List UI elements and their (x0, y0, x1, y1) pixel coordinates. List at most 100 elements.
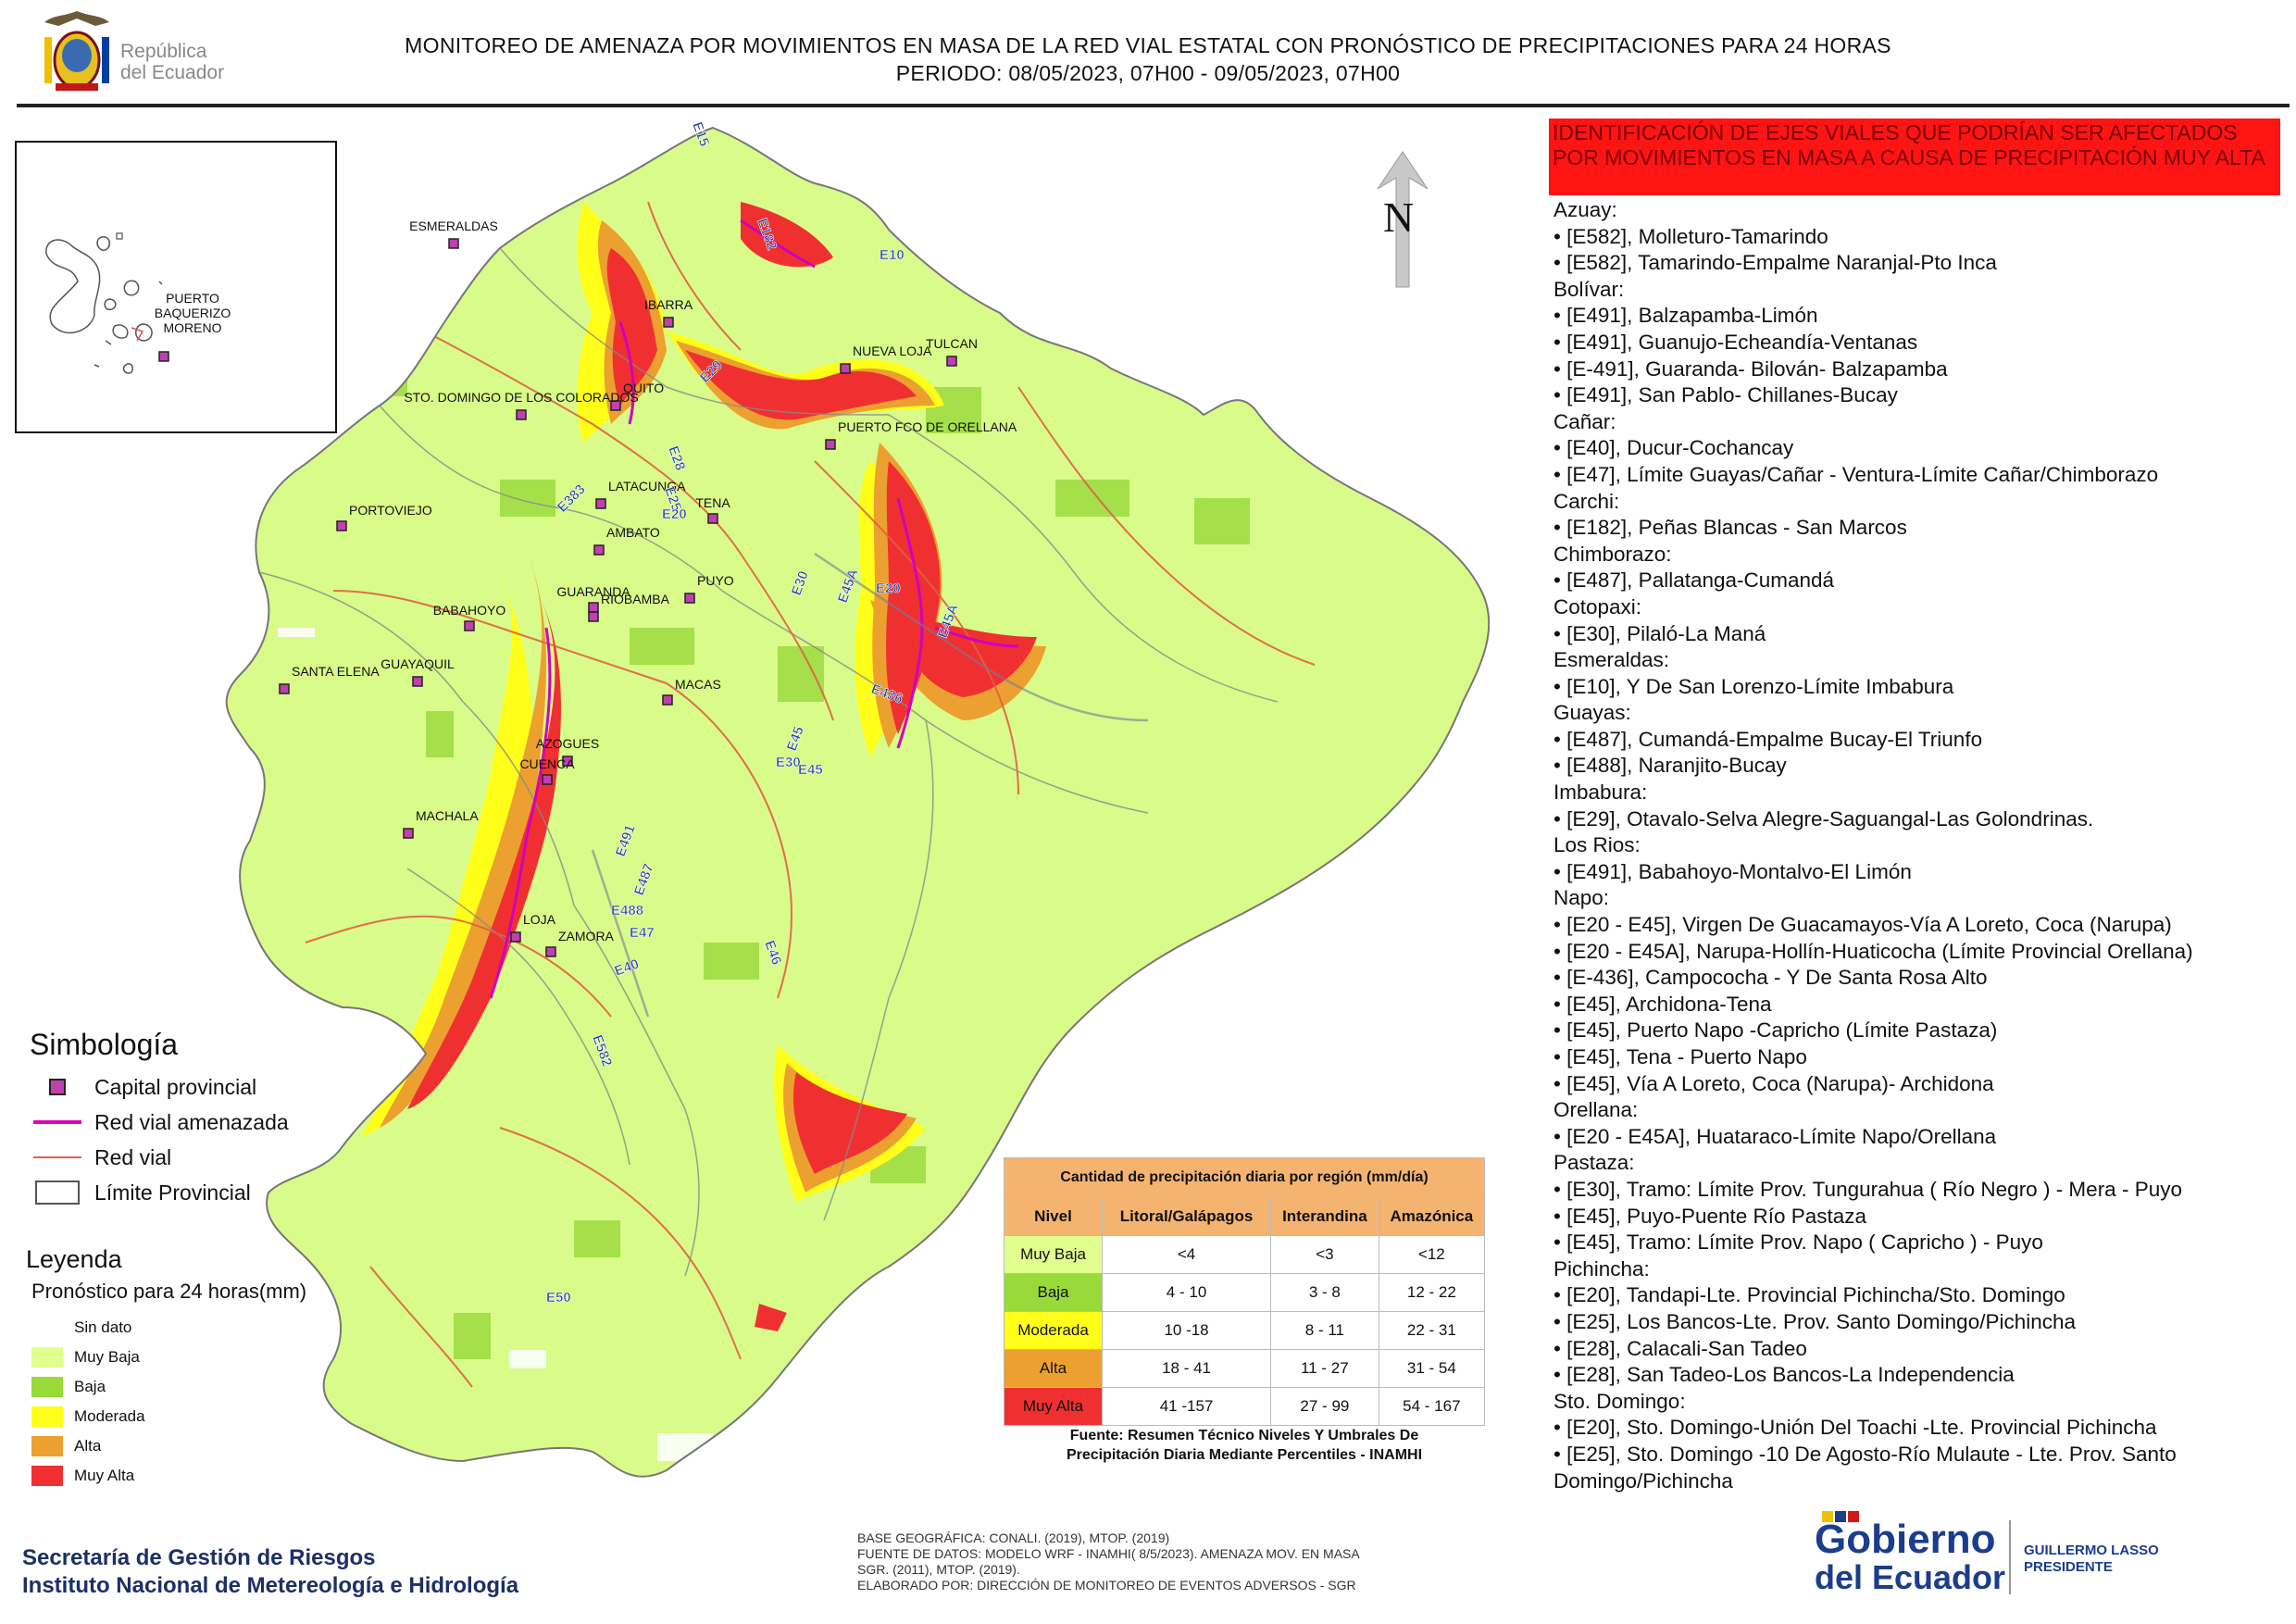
threatened-roads (489, 219, 1019, 999)
city-label: AMBATO (606, 525, 660, 540)
affected-road-item: • [E28], San Tadeo-Los Bancos-La Indepen… (1554, 1363, 2015, 1387)
legend-label: Moderada (74, 1407, 145, 1425)
affected-road-item: • [E25], Los Bancos-Lte. Prov. Santo Dom… (1554, 1309, 2077, 1333)
road-label: E45 (798, 762, 823, 778)
value-cell: 18 - 41 (1101, 1349, 1272, 1388)
province-heading: Bolívar: (1554, 277, 1625, 301)
value-cell: <4 (1101, 1235, 1272, 1274)
capital-marker (663, 317, 674, 328)
value-cell: 22 - 31 (1378, 1311, 1486, 1350)
capital-marker (588, 611, 599, 622)
affected-roads-list: Azuay: • [E582], Molleturo-Tamarindo • [E5… (1554, 197, 2285, 1494)
city-label: PUERTO FCO DE ORELLANA (838, 419, 1017, 434)
inset-capital-marker (158, 351, 169, 362)
level-cell: Muy Alta (1004, 1387, 1103, 1426)
city-label: LOJA (523, 912, 556, 927)
city-label: ZAMORA (558, 929, 615, 943)
symbology-capital: Capital provincial (30, 1069, 381, 1105)
affected-road-item: • [E29], Otavalo-Selva Alegre-Saguangal-… (1554, 806, 2094, 831)
city-label: NUEVA LOJA (853, 344, 932, 358)
province-heading: Guayas: (1554, 701, 1631, 725)
galapagos-inset: PUERTO BAQUERIZO MORENO (15, 141, 337, 433)
capital-marker (946, 356, 957, 367)
affected-road-item: • [E28], Calacali-San Tadeo (1554, 1336, 1807, 1360)
city-label: IBARRA (644, 297, 693, 312)
province-heading: Chimborazo: (1554, 542, 1672, 566)
provincial-limit-icon (35, 1181, 80, 1205)
affected-road-item: • [E45], Tena - Puerto Napo (1554, 1045, 1807, 1068)
value-cell: <12 (1378, 1235, 1486, 1274)
capital-marker (279, 683, 290, 694)
city-label: RIOBAMBA (601, 592, 670, 606)
capital-marker (464, 620, 475, 631)
affected-road-item: • [E45], Puerto Napo -Capricho (Límite P… (1554, 1018, 1998, 1043)
legend-swatch (31, 1466, 63, 1486)
city-label: PORTOVIEJO (349, 503, 432, 518)
coat-of-arms-icon (44, 11, 109, 91)
affected-road-item: • [E491], Balzapamba-Limón (1554, 304, 1818, 328)
affected-road-item: • [E487], Cumandá-Empalme Bucay-El Triun… (1554, 727, 1983, 751)
level-cell: Moderada (1004, 1311, 1103, 1350)
table-row: Muy Baja <4 <3 <12 (1004, 1235, 1486, 1274)
capital-marker-icon (49, 1079, 66, 1095)
capital-marker (448, 238, 459, 249)
symbology-title: Simbología (30, 1028, 179, 1061)
value-cell: 4 - 10 (1101, 1273, 1272, 1312)
city-label: MACAS (675, 677, 721, 692)
north-arrow-icon (1377, 151, 1429, 288)
capital-marker (588, 602, 599, 613)
affected-road-item: • [E20 - E45A], Huataraco-Límite Napo/Or… (1554, 1124, 1997, 1148)
legend-swatch (31, 1347, 63, 1368)
city-label: ESMERALDAS (409, 219, 498, 233)
city-label: TULCAN (926, 336, 978, 351)
provincial-boundaries (258, 247, 1279, 1277)
legend-label: Sin dato (74, 1318, 132, 1336)
precipitation-threshold-table: Cantidad de precipitación diaria por reg… (1004, 1157, 1486, 1426)
road-label: E30 (776, 755, 801, 770)
affected-road-item: • [E30], Pilaló-La Maná (1554, 621, 1766, 645)
republica-text: República del Ecuador (120, 41, 225, 83)
affected-road-item: • [E20 - E45], Virgen De Guacamayos-Vía … (1554, 913, 2172, 937)
table-row: Alta 18 - 41 11 - 27 31 - 54 (1004, 1349, 1486, 1388)
legend-item: Alta (26, 1431, 378, 1461)
galapagos-inset-map: PUERTO BAQUERIZO MORENO (45, 232, 231, 374)
value-cell: 10 -18 (1101, 1311, 1272, 1350)
capital-marker (707, 513, 718, 524)
affected-road-item: • [E20 - E45A], Narupa-Hollín-Huaticocha… (1554, 939, 2193, 963)
city-label: MACHALA (416, 808, 479, 823)
city-label: PUYO (697, 573, 734, 588)
capital-marker (595, 498, 606, 509)
table-header: Litoral/Galápagos (1101, 1197, 1272, 1236)
value-cell: 41 -157 (1101, 1387, 1272, 1426)
capital-marker (510, 931, 521, 943)
road-label: E25 (661, 485, 684, 514)
affected-road-item: Domingo/Pichincha (1554, 1468, 1733, 1493)
legend-label: Alta (74, 1437, 102, 1455)
inset-city-label: PUERTO BAQUERIZO MORENO (154, 291, 231, 335)
legend-item: Muy Baja (26, 1343, 378, 1372)
capital-marker (662, 694, 673, 706)
road-label: E20 (662, 506, 687, 522)
org-line-1: Secretaría de Gestión de Riesgos (22, 1545, 376, 1570)
legend-swatch (31, 1377, 63, 1397)
map-credits: BASE GEOGRÁFICA: CONALI. (2019), MTOP. (… (857, 1530, 1360, 1593)
affected-road-item: • [E582], Molleturo-Tamarindo (1554, 224, 1828, 248)
capital-marker (684, 593, 695, 604)
level-cell: Baja (1004, 1273, 1103, 1312)
warning-header: IDENTIFICACIÓN DE EJES VIALES QUE PODRÍA… (1549, 119, 2280, 195)
province-heading: Napo: (1554, 886, 1610, 910)
table-header: Interandina (1270, 1197, 1379, 1236)
province-heading: Sto. Domingo: (1554, 1389, 1686, 1413)
city-label: BABAHOYO (433, 603, 506, 618)
legend-item: Moderada (26, 1402, 378, 1431)
logo-divider (2009, 1520, 2011, 1594)
affected-road-item: • [E491], San Pablo- Chillanes-Bucay (1554, 383, 1898, 407)
capital-marker (542, 774, 553, 785)
affected-road-item: • [E488], Naranjito-Bucay (1554, 754, 1787, 778)
province-heading: Azuay: (1554, 198, 1617, 221)
level-cell: Alta (1004, 1349, 1103, 1388)
legend-label: Muy Baja (74, 1348, 140, 1366)
rivers (591, 552, 1149, 1018)
threatened-road-line-icon (33, 1120, 81, 1124)
symbology-threatened-road: Red vial amenazada (30, 1105, 381, 1140)
